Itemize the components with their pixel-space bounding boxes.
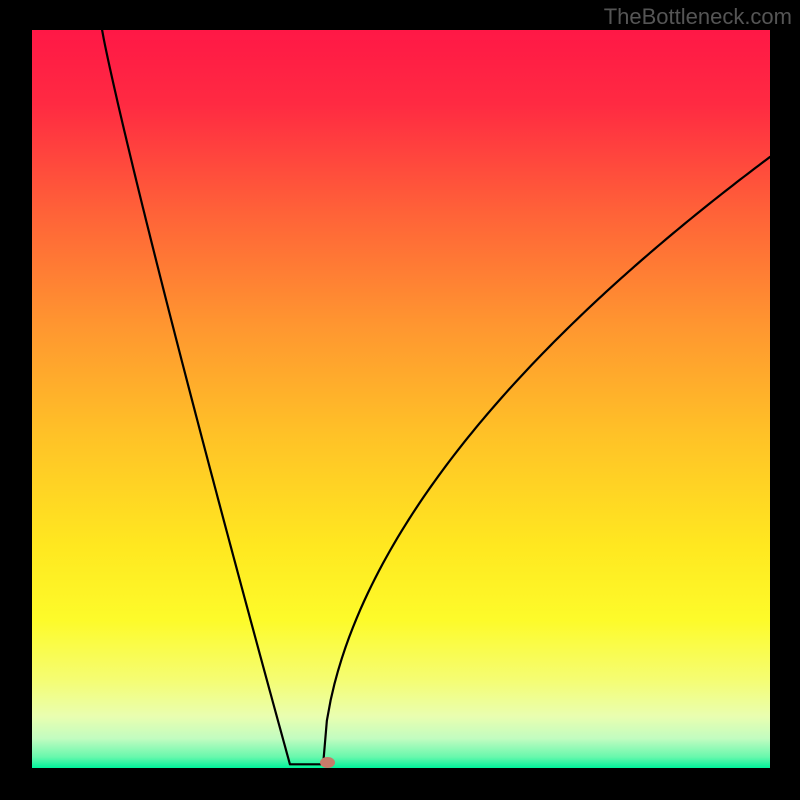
plot-area: [32, 30, 770, 768]
valley-marker: [320, 757, 335, 768]
bottleneck-curve: [32, 30, 770, 768]
watermark-text: TheBottleneck.com: [604, 4, 792, 30]
